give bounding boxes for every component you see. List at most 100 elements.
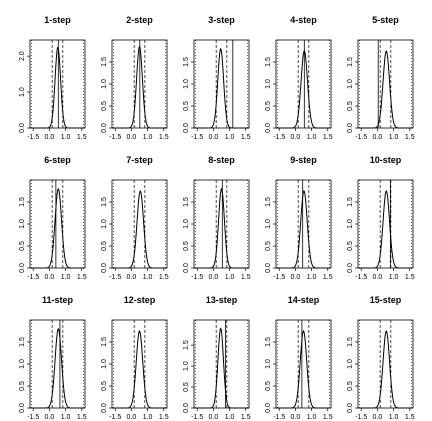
x-tick-label: 1.5: [241, 134, 251, 141]
panel-title: 9-step: [290, 155, 317, 165]
panel-title: 10-step: [370, 155, 402, 165]
y-tick-label: 1.0: [101, 359, 108, 369]
density-curve: [276, 190, 331, 269]
y-tick-label: 1.5: [19, 337, 26, 347]
x-tick-label: 1.0: [389, 274, 399, 281]
x-tick-label: 1.0: [143, 414, 153, 421]
x-tick-label: 0.0: [45, 134, 55, 141]
y-tick-label: 1.0: [265, 219, 272, 229]
x-tick-label: 1.5: [77, 414, 87, 421]
x-tick-label: -1.5: [355, 274, 367, 281]
y-tick-label: 0.5: [183, 101, 190, 111]
x-tick-label: -1.5: [273, 414, 285, 421]
x-tick-label: 1.5: [323, 274, 333, 281]
y-tick-label: 0.5: [101, 101, 108, 111]
y-tick-label: 1.0: [347, 359, 354, 369]
x-tick-label: 1.5: [323, 134, 333, 141]
x-tick-label: 1.0: [61, 134, 71, 141]
y-tick-label: 2.0: [19, 51, 26, 61]
y-tick-label: 0.5: [347, 381, 354, 391]
y-tick-label: 0.5: [347, 241, 354, 251]
y-tick-label: 0.5: [19, 241, 26, 251]
density-curve: [30, 327, 85, 409]
y-tick-label: 1.5: [101, 337, 108, 347]
x-tick-label: 0.0: [209, 134, 219, 141]
x-tick-label: -1.5: [27, 274, 39, 281]
y-tick-label: 1.0: [183, 219, 190, 229]
y-tick-label: 1.0: [19, 87, 26, 97]
y-tick-label: 0.0: [265, 263, 272, 273]
y-tick-label: 0.5: [19, 381, 26, 391]
x-tick-label: 1.0: [143, 134, 153, 141]
y-tick-label: 0.5: [265, 241, 272, 251]
y-tick-label: 1.0: [347, 79, 354, 89]
x-tick-label: 0.0: [209, 274, 219, 281]
panel-14: 14-step-1.5 0.0 1.0 1.50.00.51.01.5: [265, 295, 333, 421]
panel-title: 13-step: [206, 295, 238, 305]
density-curve: [112, 45, 167, 129]
panel-title: 3-step: [208, 15, 235, 25]
y-tick-label: 1.5: [101, 57, 108, 67]
y-tick-label: 0.0: [183, 123, 190, 133]
y-tick-label: 0.5: [101, 381, 108, 391]
density-curve: [112, 190, 167, 269]
x-tick-label: 1.5: [323, 414, 333, 421]
x-tick-label: 1.5: [241, 414, 251, 421]
y-tick-label: 0.5: [183, 382, 190, 392]
panel-frame: [29, 39, 86, 129]
y-tick-label: 0.0: [19, 123, 26, 133]
x-tick-label: 0.0: [127, 274, 137, 281]
density-curve: [358, 50, 413, 129]
y-tick-label: 0.0: [19, 263, 26, 273]
panel-10: 10-step-1.5 0.0 1.0 1.50.00.51.01.5: [347, 155, 415, 281]
x-tick-label: -1.5: [273, 274, 285, 281]
x-tick-label: -1.5: [191, 274, 203, 281]
y-tick-label: 1.0: [19, 359, 26, 369]
x-tick-label: 1.5: [77, 274, 87, 281]
x-tick-label: -1.5: [191, 134, 203, 141]
x-tick-label: 1.5: [405, 414, 415, 421]
x-tick-label: 0.0: [373, 274, 383, 281]
x-tick-label: 1.5: [241, 274, 251, 281]
panel-1: 1-step-1.5 0.0 1.0 1.50.01.02.0: [19, 15, 87, 141]
panel-title: 8-step: [208, 155, 235, 165]
y-tick-label: 0.5: [265, 101, 272, 111]
panel-title: 5-step: [372, 15, 399, 25]
panel-title: 6-step: [44, 155, 71, 165]
panel-8: 8-step-1.5 0.0 1.0 1.50.00.51.01.5: [183, 155, 251, 281]
y-tick-label: 1.5: [183, 197, 190, 207]
x-tick-label: -1.5: [273, 134, 285, 141]
x-tick-label: -1.5: [27, 134, 39, 141]
x-tick-label: 0.0: [291, 414, 301, 421]
x-tick-label: 1.0: [61, 274, 71, 281]
x-tick-label: 1.0: [61, 414, 71, 421]
x-tick-label: 0.0: [291, 274, 301, 281]
y-tick-label: 0.0: [183, 403, 190, 413]
y-tick-label: 0.0: [183, 263, 190, 273]
panel-5: 5-step-1.5 0.0 1.0 1.50.00.51.01.5: [347, 15, 415, 141]
density-curve: [30, 187, 85, 269]
x-tick-label: 1.0: [307, 134, 317, 141]
y-tick-label: 1.0: [347, 219, 354, 229]
y-tick-label: 1.0: [101, 79, 108, 89]
y-tick-label: 0.5: [101, 241, 108, 251]
y-tick-label: 1.5: [19, 197, 26, 207]
density-curve: [276, 50, 331, 129]
y-tick-label: 0.0: [101, 403, 108, 413]
x-tick-label: -1.5: [191, 414, 203, 421]
x-tick-label: 1.5: [405, 134, 415, 141]
panel-title: 11-step: [42, 295, 74, 305]
x-tick-label: 1.5: [159, 134, 169, 141]
y-tick-label: 1.5: [265, 57, 272, 67]
y-tick-label: 1.5: [347, 57, 354, 67]
panel-3: 3-step-1.5 0.0 1.0 1.50.00.51.01.5: [183, 15, 251, 141]
panel-7: 7-step-1.5 0.0 1.0 1.50.00.51.01.5: [101, 155, 169, 281]
panel-title: 7-step: [126, 155, 153, 165]
x-tick-label: -1.5: [109, 134, 121, 141]
x-tick-label: 1.5: [77, 134, 87, 141]
x-tick-label: 0.0: [209, 414, 219, 421]
panel-9: 9-step-1.5 0.0 1.0 1.50.00.51.01.5: [265, 155, 333, 281]
y-tick-label: 1.0: [265, 359, 272, 369]
panel-title: 12-step: [124, 295, 156, 305]
density-curve: [276, 330, 331, 409]
